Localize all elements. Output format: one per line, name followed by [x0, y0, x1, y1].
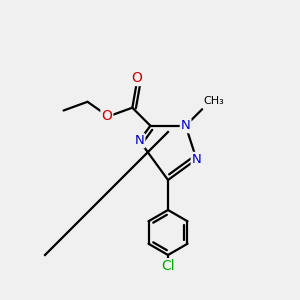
- Text: N: N: [192, 153, 201, 166]
- Text: N: N: [135, 134, 144, 147]
- Text: CH₃: CH₃: [204, 96, 224, 106]
- Text: O: O: [101, 110, 112, 123]
- Text: O: O: [131, 71, 142, 85]
- Text: Cl: Cl: [161, 259, 175, 273]
- Text: N: N: [181, 119, 190, 132]
